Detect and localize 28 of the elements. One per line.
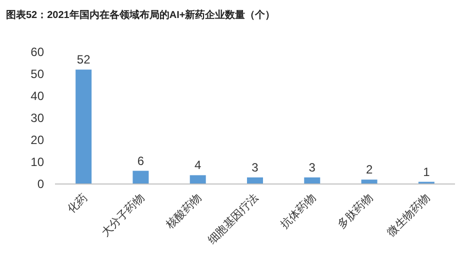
bar [190,175,206,184]
bar [247,177,263,184]
bar [76,70,92,184]
bar [132,170,149,184]
x-tick-label: 细胞基因疗法 [205,190,262,247]
data-label: 6 [137,154,144,168]
data-label: 52 [76,52,91,67]
y-tick-label: 30 [30,111,44,125]
x-tick-label: 微生物药物 [384,190,433,240]
x-tick-label: 化药 [64,190,90,216]
y-tick-label: 20 [30,133,44,147]
y-tick-label: 60 [30,45,44,59]
data-label: 1 [423,164,430,179]
x-tick-label: 大分子药物 [98,190,147,240]
x-tick-label: 抗体药物 [278,190,318,232]
x-tick-label: 核酸药物 [162,190,204,232]
y-tick-label: 0 [37,177,44,191]
y-tick-label: 40 [30,89,44,103]
bar [304,177,320,184]
data-label: 3 [252,160,259,174]
x-tick-label: 多肽药物 [335,190,376,232]
bar [361,180,378,184]
data-label: 3 [308,160,316,174]
data-label: 4 [194,158,202,172]
chart-title: 图表52：2021年国内在各领域布局的AI+新药企业数量（个） [6,9,276,21]
data-label: 2 [366,162,373,177]
y-tick-label: 50 [30,67,44,81]
y-tick-label: 10 [30,155,44,169]
